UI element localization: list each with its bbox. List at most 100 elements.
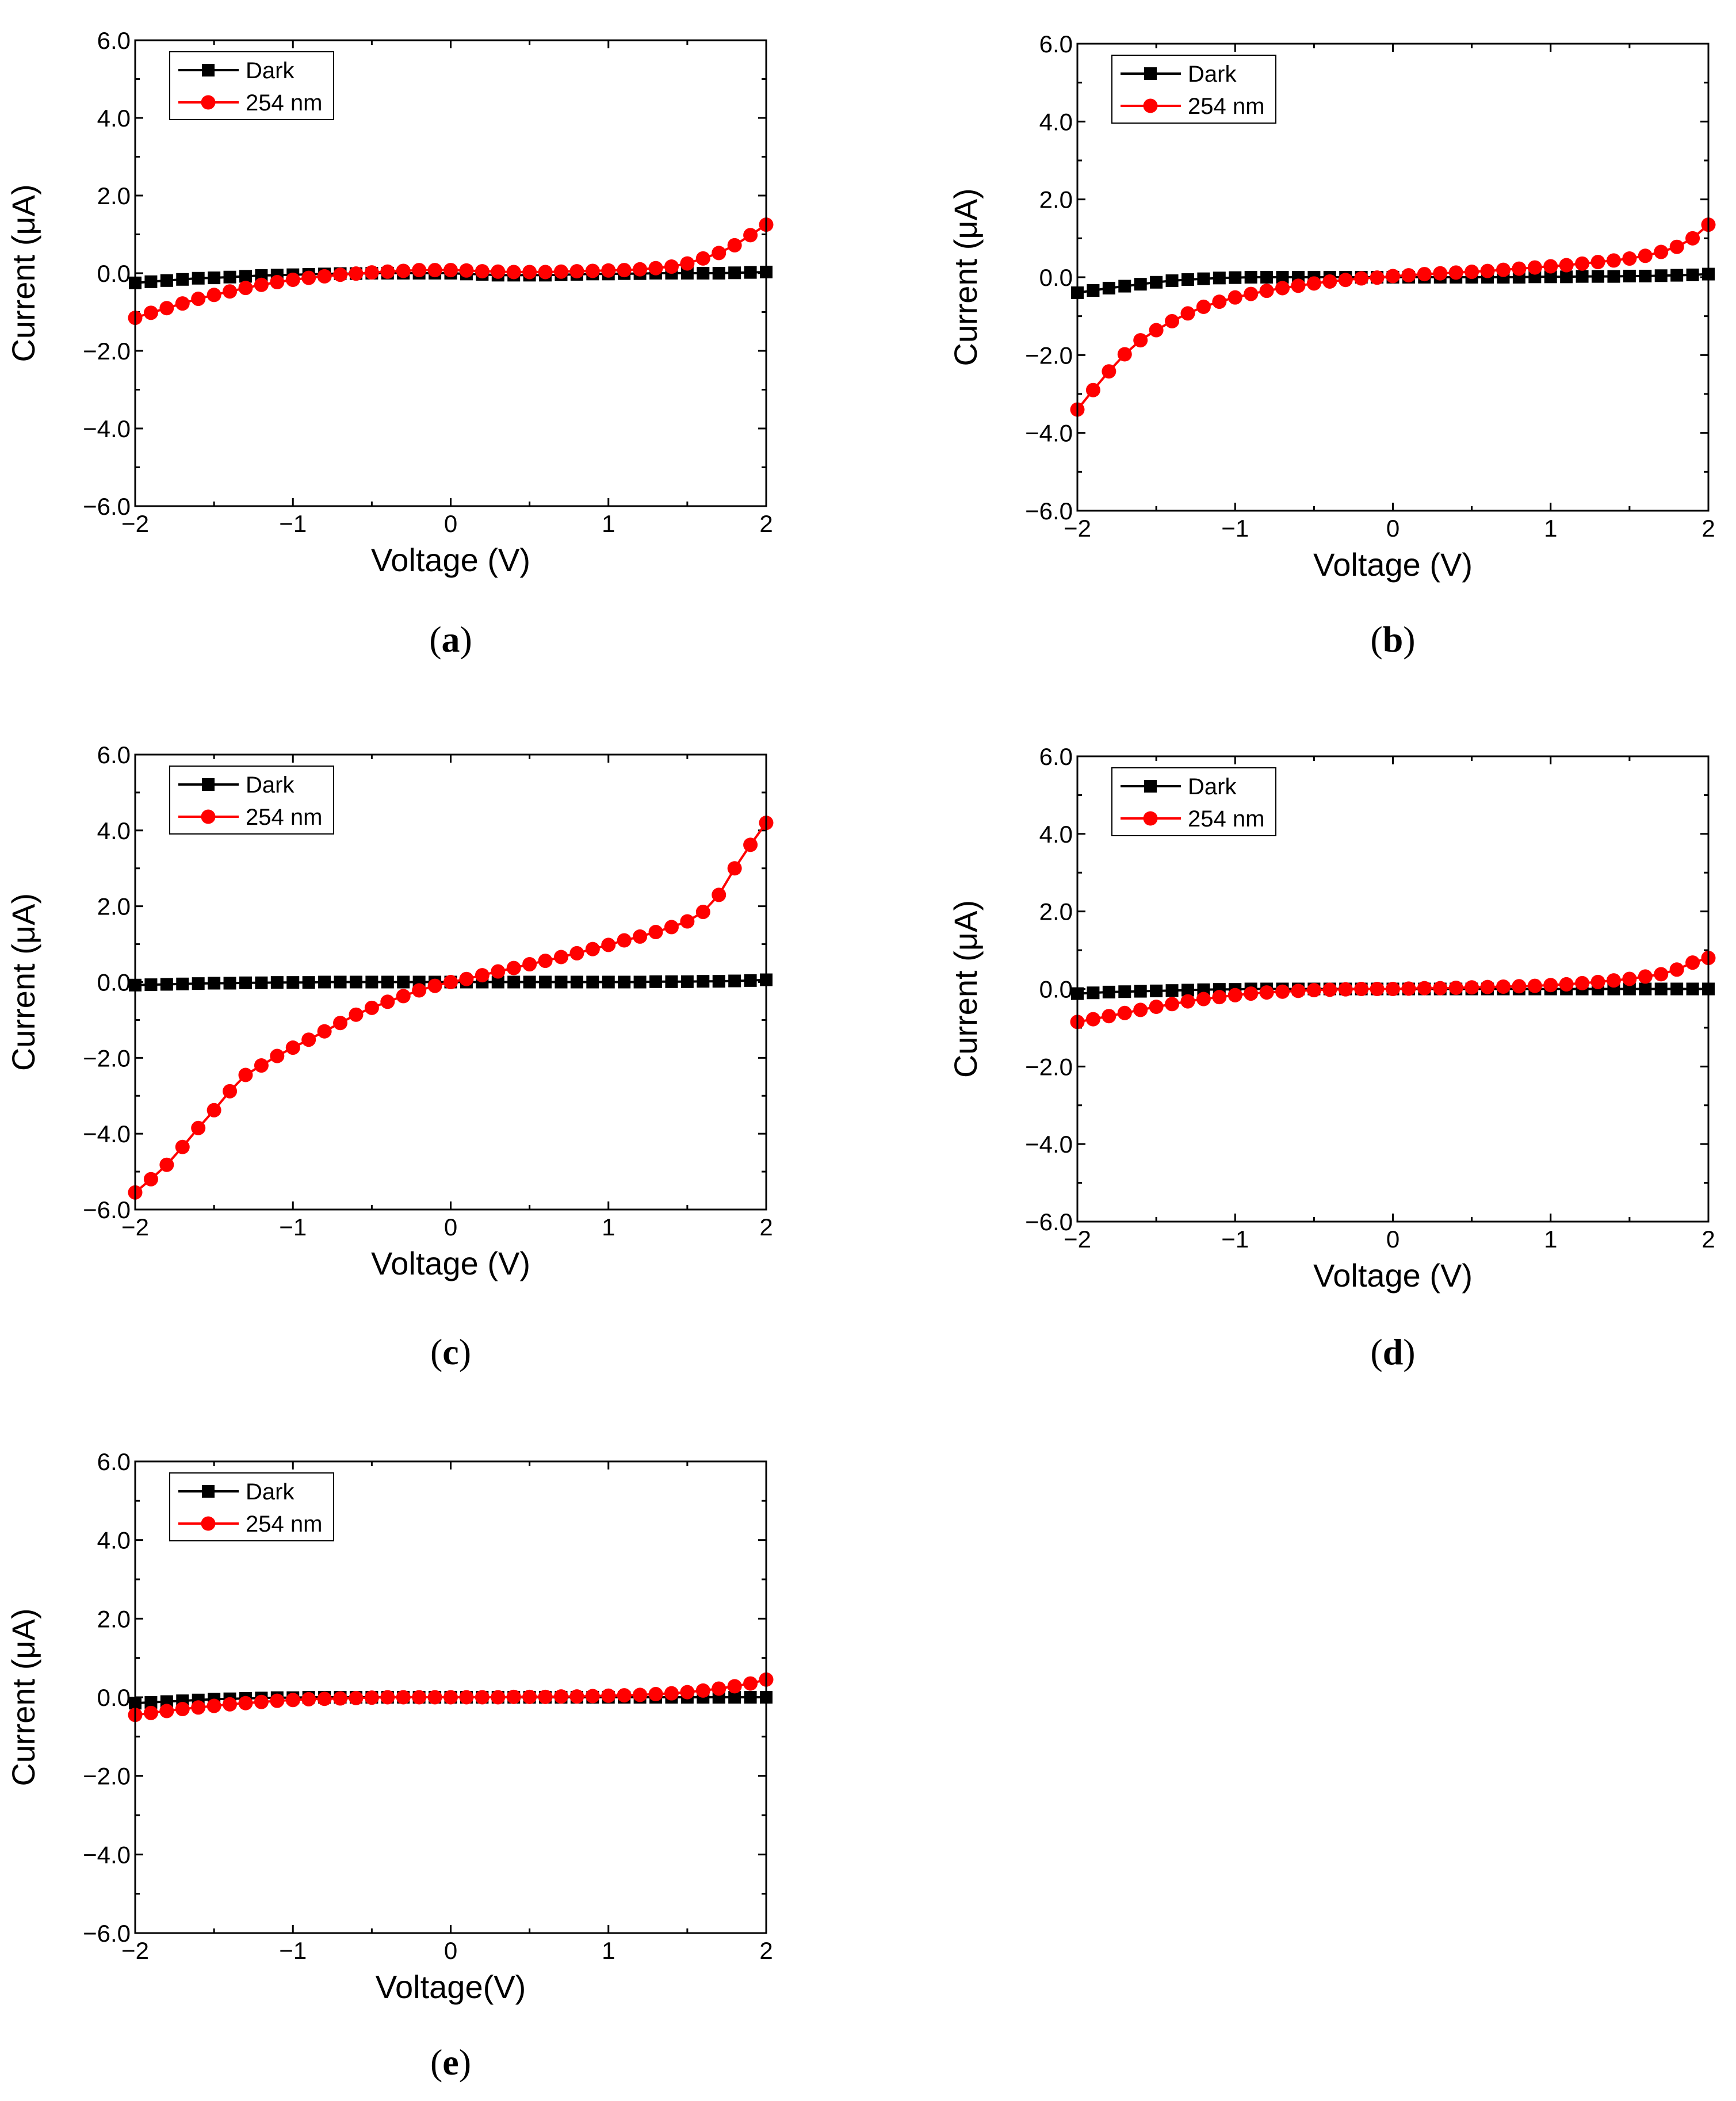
uv-data-point: [301, 1032, 316, 1047]
uv-data-point: [159, 1157, 174, 1172]
uv-data-point: [664, 1686, 679, 1701]
legend-box: [169, 51, 334, 120]
plot-frame: [134, 1460, 767, 1934]
legend-label: 254 nm: [246, 805, 322, 830]
uv-data-point: [1496, 979, 1511, 994]
y-tick-label: −4.0: [1025, 420, 1073, 447]
dark-data-point: [1118, 280, 1131, 293]
legend-label: 254 nm: [246, 90, 322, 116]
uv-data-point: [1606, 973, 1621, 988]
uv-data-point: [1543, 259, 1558, 274]
y-tick-label: −4.0: [83, 1120, 131, 1147]
panel-caption-a: (a): [429, 619, 472, 660]
x-tick-label: −2: [121, 1214, 149, 1241]
uv-data-point: [1590, 974, 1605, 989]
uv-data-point: [270, 1048, 285, 1063]
dark-data-point: [397, 975, 410, 989]
y-tick-label: −2.0: [1025, 1053, 1073, 1080]
uv-data-point: [553, 1689, 568, 1704]
series-254nm: [128, 1672, 774, 1723]
uv-data-point: [1354, 271, 1369, 286]
uv-data-point: [1654, 967, 1669, 982]
uv-data-point: [522, 265, 537, 280]
uv-data-point: [743, 837, 758, 852]
legend-label: Dark: [246, 58, 295, 83]
legend-marker-uv: [1143, 811, 1158, 826]
uv-data-point: [1149, 323, 1164, 338]
dark-data-point: [1607, 270, 1620, 283]
legend-label: Dark: [1188, 774, 1237, 799]
uv-data-point: [538, 954, 553, 969]
legend-marker-dark: [1144, 67, 1157, 80]
y-tick-label: −4.0: [1025, 1131, 1073, 1158]
dark-data-point: [1102, 281, 1115, 294]
dark-data-point: [1165, 984, 1179, 997]
uv-data-point: [333, 1691, 348, 1706]
y-tick-label: −4.0: [83, 1841, 131, 1868]
uv-data-point: [349, 266, 364, 281]
uv-data-point: [538, 265, 553, 280]
uv-data-point: [1165, 313, 1180, 328]
uv-data-point: [1338, 982, 1353, 997]
uv-data-point: [585, 1689, 600, 1704]
uv-data-point: [727, 861, 742, 876]
dark-data-point: [728, 974, 741, 988]
dark-data-point: [1592, 270, 1605, 283]
uv-data-point: [1401, 268, 1416, 283]
uv-data-point: [1291, 278, 1306, 293]
uv-data-point: [459, 971, 474, 986]
uv-data-point: [1685, 231, 1700, 246]
uv-data-point: [1102, 364, 1116, 379]
uv-data-point: [380, 994, 395, 1009]
uv-data-point: [333, 1016, 348, 1031]
chart-panel-a: −6.0 −4.0 −2.0 0.0 2.0 4.0 6.0 −2 −1 0 1 2 Dark 254 n…: [5, 27, 774, 660]
dark-data-point: [680, 975, 694, 988]
uv-data-point: [159, 1704, 174, 1719]
series-254nm: [1070, 217, 1716, 417]
series-254nm: [128, 217, 774, 326]
x-axis-label: Voltage(V): [376, 1969, 526, 2005]
x-tick-label: −1: [279, 1937, 307, 1964]
uv-data-point: [1433, 981, 1448, 996]
uv-data-point: [569, 264, 584, 279]
uv-data-point: [601, 937, 616, 952]
uv-data-point: [443, 975, 458, 989]
dark-data-point: [1213, 271, 1226, 285]
x-tick-label: 2: [1701, 515, 1715, 542]
uv-data-point: [553, 950, 568, 965]
dark-data-point: [160, 274, 173, 287]
chart-panel-d: −6.0 −4.0 −2.0 0.0 2.0 4.0 6.0 −2 −1 0 1 2 Dark 254 n…: [947, 743, 1716, 1372]
uv-data-point: [1370, 270, 1385, 285]
uv-data-point: [443, 1690, 458, 1705]
dark-data-point: [223, 977, 236, 990]
uv-data-point: [143, 1172, 158, 1187]
chart-panel-b: −6.0 −4.0 −2.0 0.0 2.0 4.0 6.0 −2 −1 0 1 2 Dark 254 n…: [947, 30, 1716, 660]
y-tick-label: 0.0: [97, 260, 131, 287]
dark-data-point: [318, 975, 331, 989]
dark-data-point: [1639, 269, 1652, 282]
legend-marker-dark: [1144, 780, 1157, 793]
uv-data-point: [1133, 1002, 1148, 1017]
dark-data-point: [744, 974, 757, 987]
uv-data-point: [427, 978, 442, 993]
uv-data-point: [553, 264, 568, 279]
uv-data-point: [191, 1700, 206, 1715]
dark-data-point: [144, 1696, 158, 1709]
x-tick-label: 2: [759, 1214, 773, 1241]
uv-data-point: [633, 929, 648, 944]
uv-data-point: [1559, 258, 1574, 273]
x-tick-label: 1: [1544, 515, 1557, 542]
dark-data-point: [192, 977, 205, 990]
legend: Dark 254 nm: [169, 1472, 334, 1541]
dark-data-point: [728, 266, 741, 280]
dark-data-point: [1181, 273, 1194, 286]
uv-data-point: [238, 281, 253, 296]
uv-data-point: [1590, 255, 1605, 270]
legend-marker-dark: [202, 64, 215, 76]
legend-marker-dark: [202, 1485, 215, 1498]
y-tick-label: 6.0: [97, 1448, 131, 1475]
uv-data-point: [159, 301, 174, 316]
dark-data-point: [1623, 982, 1636, 996]
y-tick-label: 4.0: [97, 105, 131, 132]
uv-data-point: [1244, 986, 1259, 1001]
